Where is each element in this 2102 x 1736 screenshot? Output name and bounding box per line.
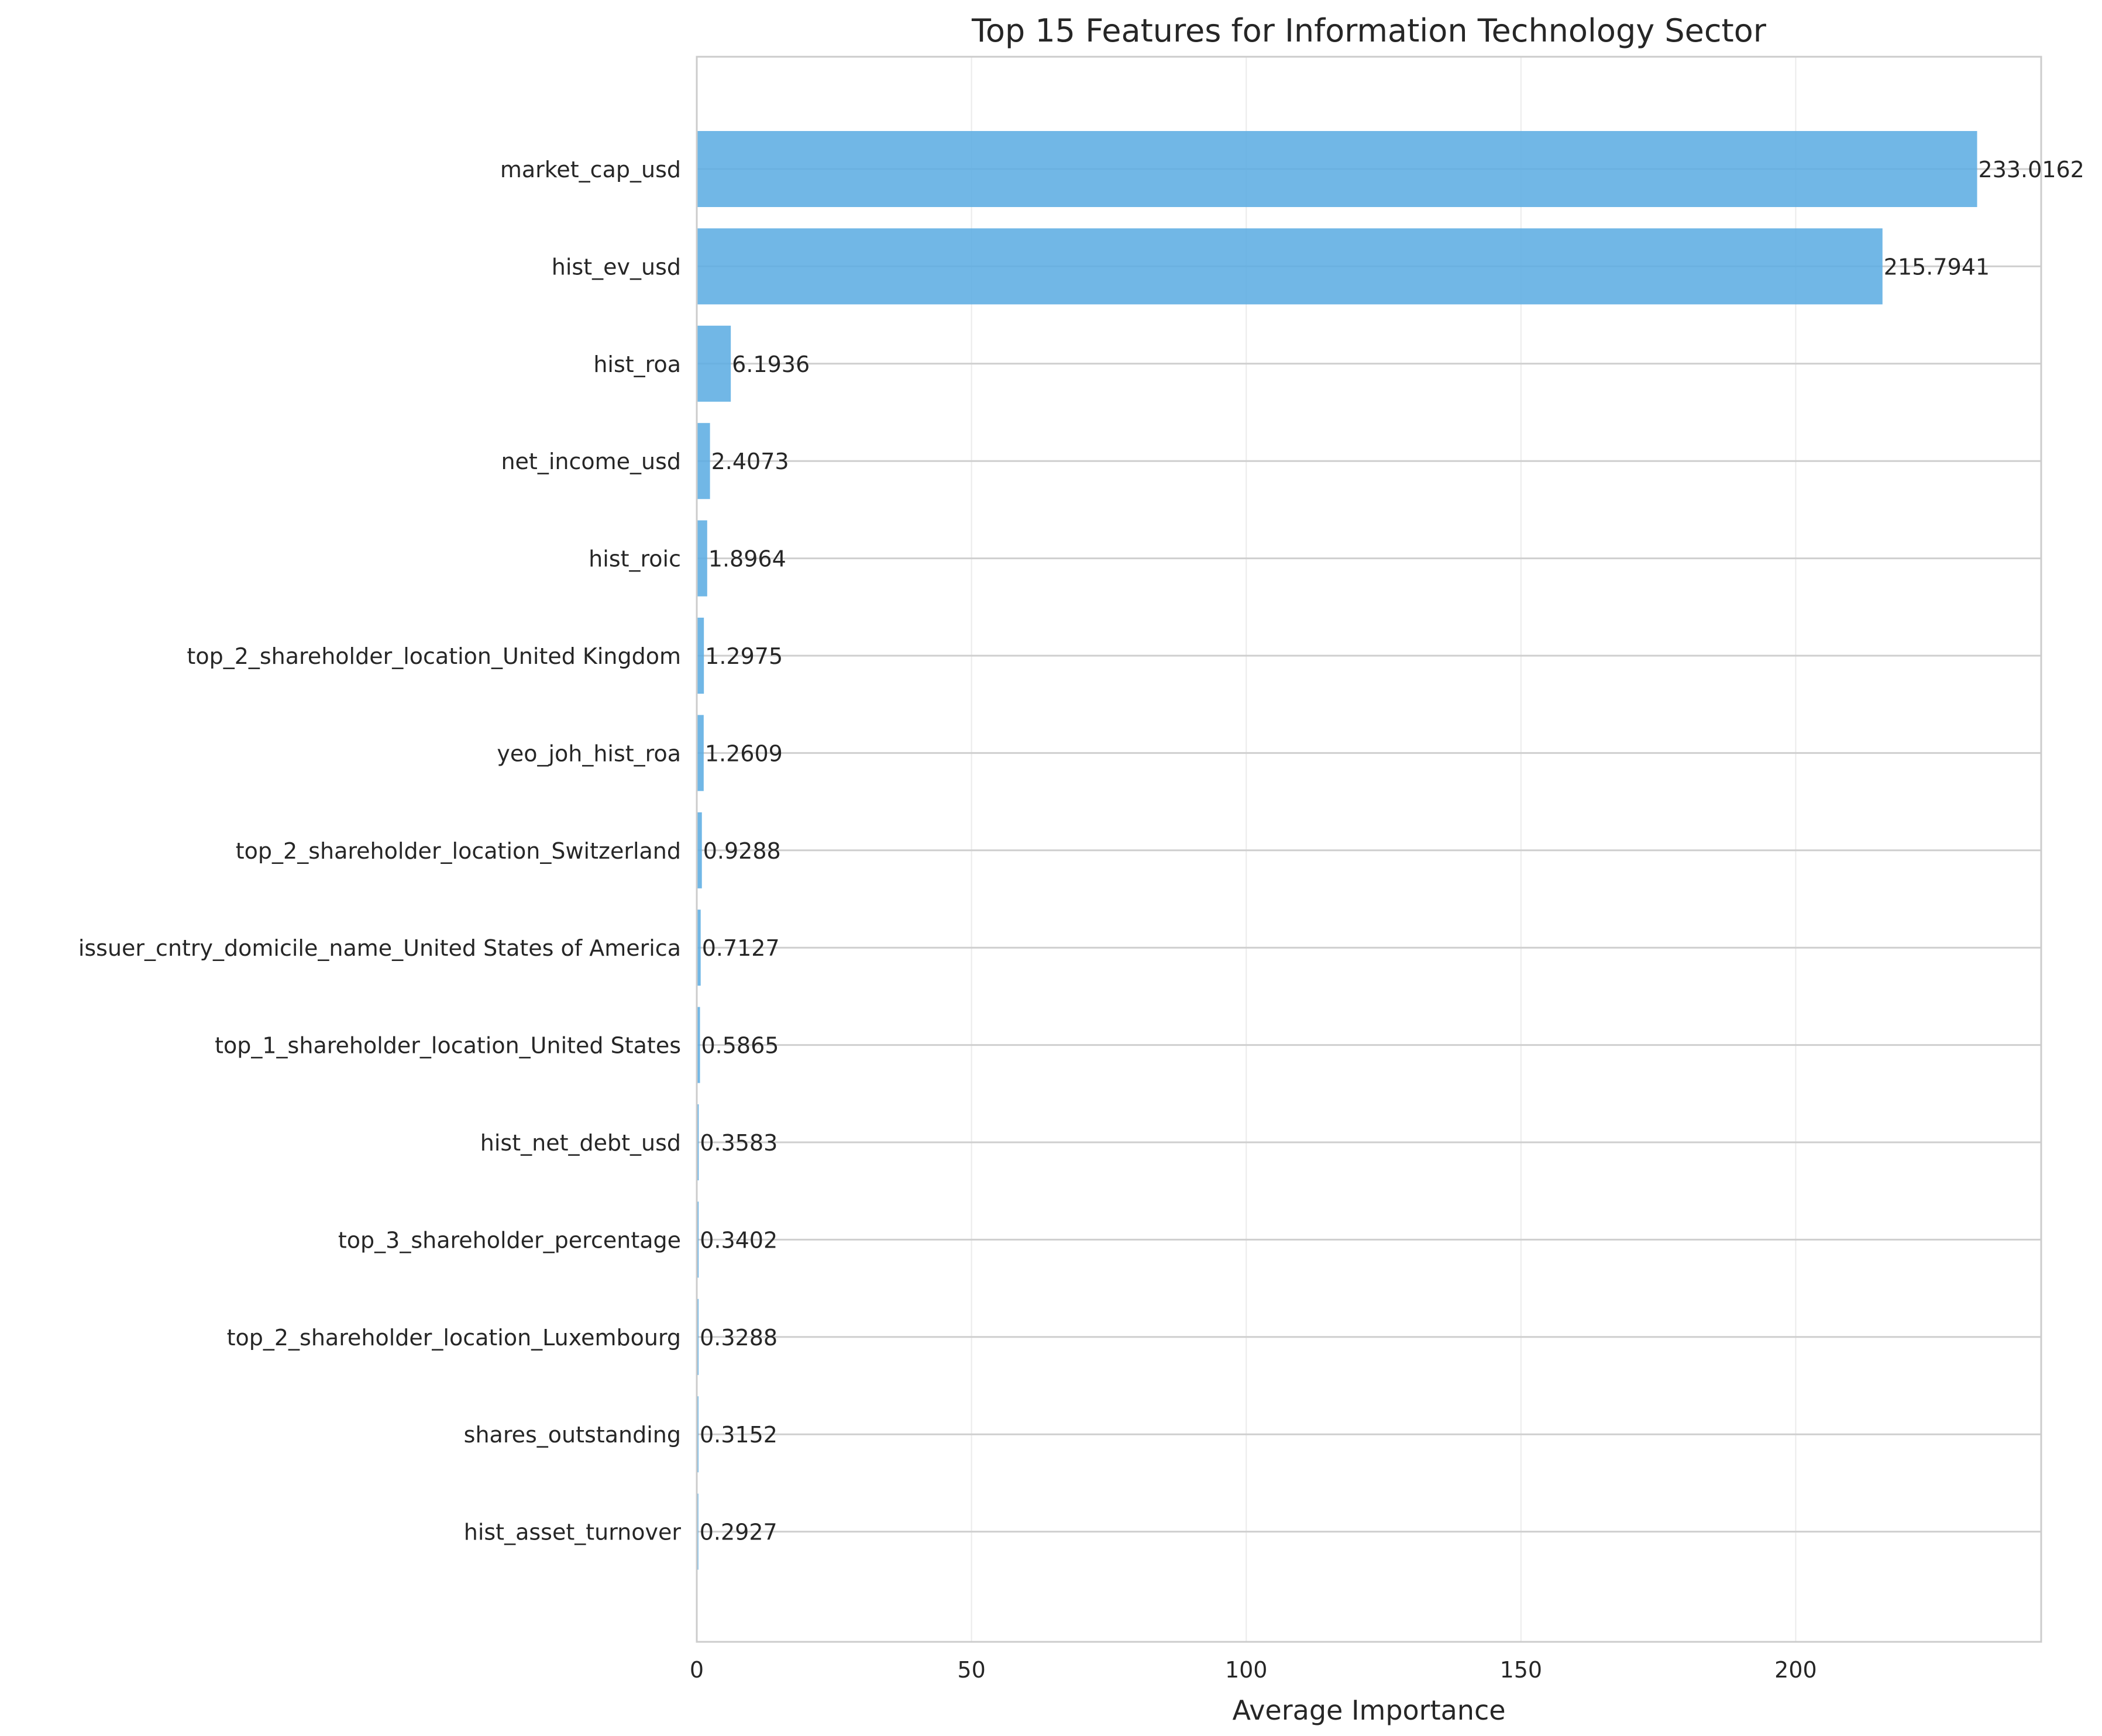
category-label: top_2_shareholder_location_Switzerland	[236, 838, 681, 864]
category-label: hist_ev_usd	[552, 254, 681, 280]
value-label: 0.3402	[700, 1227, 778, 1253]
x-tick-label: 0	[690, 1657, 704, 1683]
bar-net-income-usd	[697, 423, 710, 500]
bar-market-cap-usd	[697, 131, 1977, 207]
x-tick-label: 100	[1225, 1657, 1268, 1683]
value-label: 215.7941	[1884, 254, 1990, 280]
category-label: hist_roa	[593, 352, 681, 377]
x-tick-labels: 0 50 100 150 200	[690, 1657, 1817, 1683]
value-label: 0.9288	[703, 838, 781, 864]
value-label: 0.3583	[700, 1130, 778, 1156]
value-label: 0.2927	[700, 1520, 778, 1545]
category-label: hist_asset_turnover	[464, 1520, 682, 1545]
category-label: issuer_cntry_domicile_name_United States…	[78, 935, 681, 961]
x-tick-label: 50	[957, 1657, 985, 1683]
bar-top-2-shareholder-location-switzerland	[697, 812, 702, 888]
category-label: shares_outstanding	[464, 1422, 681, 1448]
value-label: 2.4073	[711, 449, 789, 474]
bar-issuer-cntry-domicile-name-united-states-of-america	[697, 910, 701, 986]
value-label: 0.3288	[700, 1325, 778, 1351]
bar-top-1-shareholder-location-united-states	[697, 1007, 700, 1083]
x-tick-label: 200	[1774, 1657, 1817, 1683]
plot-frame	[696, 56, 2042, 1643]
category-label: top_2_shareholder_location_United Kingdo…	[187, 643, 681, 669]
value-label: 0.3152	[700, 1422, 778, 1448]
category-label: net_income_usd	[501, 449, 681, 474]
grid-lines	[696, 57, 2041, 1642]
bar-yeo-joh-hist-roa	[697, 715, 704, 791]
category-labels: market_cap_usd hist_ev_usd hist_roa net_inc…	[78, 157, 682, 1545]
category-label: market_cap_usd	[500, 157, 681, 182]
chart-title: Top 15 Features for Information Technolo…	[971, 12, 1767, 49]
value-label: 0.7127	[702, 935, 780, 961]
category-label: yeo_joh_hist_roa	[497, 740, 681, 766]
x-axis-title: Average Importance	[1232, 1694, 1505, 1726]
value-label: 6.1936	[732, 352, 810, 377]
category-label: top_3_shareholder_percentage	[338, 1227, 681, 1253]
bar-hist-roa	[697, 325, 731, 402]
bar-top-3-shareholder-percentage	[697, 1201, 699, 1278]
x-tick-label: 150	[1500, 1657, 1543, 1683]
category-label: top_2_shareholder_location_Luxembourg	[227, 1325, 681, 1351]
bar-hist-roic	[697, 520, 707, 597]
bar-hist-net-debt-usd	[697, 1104, 699, 1180]
value-label: 1.8964	[708, 546, 786, 572]
bar-top-2-shareholder-location-united-kingdom	[697, 618, 704, 694]
category-label: top_1_shareholder_location_United States	[215, 1033, 681, 1059]
bars	[697, 131, 1977, 1570]
category-label: hist_roic	[589, 546, 681, 572]
bar-top-2-shareholder-location-luxembourg	[697, 1298, 699, 1375]
category-label: hist_net_debt_usd	[480, 1130, 681, 1156]
value-label: 233.0162	[1979, 157, 2084, 182]
value-label: 1.2609	[705, 740, 783, 766]
value-label: 0.5865	[701, 1033, 779, 1059]
value-label: 1.2975	[705, 643, 783, 669]
bar-hist-ev-usd	[697, 228, 1883, 305]
value-labels: 233.0162 215.7941 6.1936 2.4073 1.8964 1.2975…	[700, 157, 2084, 1545]
